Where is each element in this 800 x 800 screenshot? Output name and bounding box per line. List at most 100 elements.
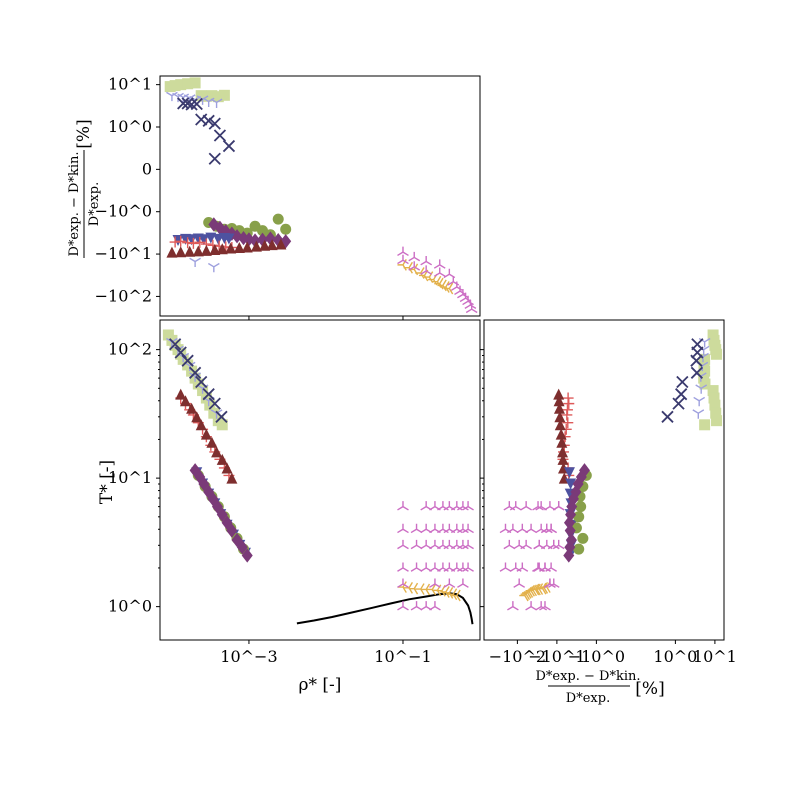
br-point (565, 478, 577, 490)
br-point (561, 409, 573, 421)
top-point (189, 77, 201, 89)
top-point (275, 238, 287, 250)
top-point (447, 276, 460, 286)
bottom-right-xlabel: D*exp. − D*kin. D*exp. [%] (535, 669, 664, 706)
top-point (175, 235, 187, 247)
top-point (250, 240, 262, 252)
br-point (693, 396, 706, 407)
br-point (573, 543, 585, 555)
bl-point (208, 407, 220, 419)
bl-point (457, 501, 469, 511)
br-point (525, 523, 537, 534)
top-point (198, 234, 210, 246)
br-point (577, 532, 589, 544)
bl-point (216, 453, 228, 465)
top-point (192, 245, 204, 257)
bl-point (200, 428, 212, 440)
top-point (187, 237, 199, 249)
br-point (554, 411, 566, 423)
bl-point (397, 539, 409, 550)
bl-xtick-label: 10^−1 (374, 647, 431, 666)
bl-point (206, 436, 218, 448)
top-point (166, 246, 178, 258)
top-point (259, 239, 271, 251)
br-point (513, 578, 526, 588)
bl-point (195, 375, 208, 389)
bl-point (457, 539, 469, 550)
br-point (711, 415, 723, 427)
top-point (218, 89, 230, 101)
top-point (431, 275, 442, 288)
bl-point (200, 392, 212, 404)
br-point (573, 511, 585, 523)
bl-point (175, 388, 187, 400)
bl-point (420, 601, 433, 611)
bl-point (195, 419, 207, 431)
top-point (182, 78, 194, 90)
bl-point (168, 338, 182, 351)
bl-point (408, 582, 419, 595)
top-point (443, 282, 454, 295)
br-point (532, 562, 544, 572)
bl-ytick-label: 10^1 (108, 468, 152, 487)
top-point (403, 261, 413, 274)
br-xtick-label: 10^1 (693, 647, 737, 666)
br-point (516, 523, 529, 534)
bl-point (443, 501, 456, 511)
br-point (544, 501, 556, 511)
top-point (207, 262, 220, 273)
br-point (708, 392, 720, 404)
top-ylabel: D*exp. − D*kin. D*exp. [%] (67, 119, 102, 258)
bl-point (410, 523, 423, 534)
top-point (175, 246, 187, 258)
top-ytick-label: −10^2 (95, 286, 152, 305)
bl-point (179, 395, 191, 407)
br-point (563, 548, 575, 563)
br-point (553, 395, 565, 407)
bl-point (457, 523, 469, 534)
bl-point (397, 501, 409, 511)
top-point (184, 245, 196, 257)
br-xlabel-numerator: D*exp. − D*kin. (535, 669, 640, 684)
bl-point (420, 583, 431, 596)
br-point (499, 523, 512, 534)
br-point (507, 523, 519, 534)
bl-point (410, 601, 423, 611)
top-point (225, 242, 237, 254)
br-point (556, 436, 568, 448)
marks-layer (162, 77, 723, 625)
bl-point (451, 589, 461, 602)
br-point (690, 354, 703, 367)
bl-point (420, 539, 433, 550)
top-point (216, 243, 228, 255)
bl-point (216, 507, 228, 522)
br-point (539, 601, 551, 611)
br-point (711, 348, 723, 360)
top-point (169, 80, 181, 92)
br-point (692, 409, 705, 419)
top-point (241, 241, 253, 253)
top-point (272, 213, 284, 225)
top-point (223, 233, 235, 245)
top-point (243, 232, 255, 247)
br-xlabel-unit: [%] (635, 679, 664, 699)
bl-point (241, 548, 253, 563)
br-point (503, 539, 516, 550)
top-point (189, 257, 201, 268)
br-point (695, 384, 708, 394)
bl-point (457, 578, 469, 588)
top-point (208, 152, 221, 165)
bl-point (410, 539, 423, 550)
br-xtick-label: −10^1 (528, 647, 585, 666)
br-point (709, 399, 721, 411)
top-ylabel-numerator: D*exp. − D*kin. (67, 151, 82, 256)
br-point (519, 589, 529, 602)
bottom-right-panel-frame (483, 319, 725, 641)
br-point (552, 501, 565, 511)
bl-point (462, 562, 474, 572)
br-point (563, 398, 575, 410)
top-point (433, 259, 446, 269)
bl-point (462, 501, 474, 511)
bottom-left-ylabel: T* [-] (97, 460, 117, 504)
